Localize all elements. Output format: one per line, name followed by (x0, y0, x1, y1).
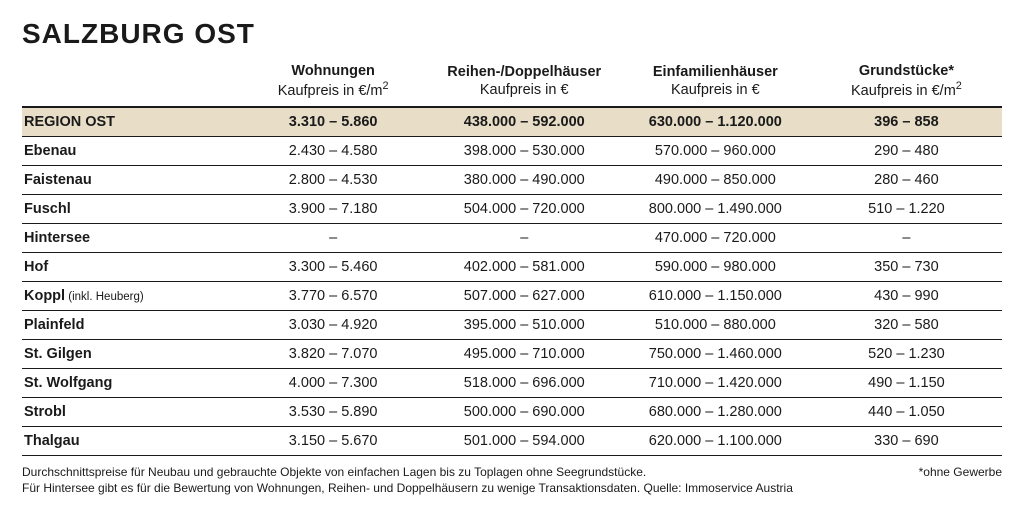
cell-value: 610.000 – 1.150.000 (620, 282, 811, 311)
cell-value: 2.800 – 4.530 (238, 166, 429, 195)
cell-value: 510 – 1.220 (811, 195, 1002, 224)
col-title: Grundstücke* (815, 62, 998, 80)
cell-value: 507.000 – 627.000 (429, 282, 620, 311)
table-row: Strobl3.530 – 5.890500.000 – 690.000680.… (22, 398, 1002, 427)
cell-value: 438.000 – 592.000 (429, 107, 620, 137)
cell-value: 3.530 – 5.890 (238, 398, 429, 427)
cell-value: 630.000 – 1.120.000 (620, 107, 811, 137)
cell-value: – (811, 224, 1002, 253)
footer: Durchschnittspreise für Neubau und gebra… (22, 464, 1002, 496)
cell-value: 4.000 – 7.300 (238, 369, 429, 398)
cell-value: 750.000 – 1.460.000 (620, 340, 811, 369)
cell-value: 440 – 1.050 (811, 398, 1002, 427)
cell-value: 495.000 – 710.000 (429, 340, 620, 369)
cell-value: 490.000 – 850.000 (620, 166, 811, 195)
cell-value: 3.310 – 5.860 (238, 107, 429, 137)
row-label: Plainfeld (22, 311, 238, 340)
row-label: Faistenau (22, 166, 238, 195)
cell-value: 350 – 730 (811, 253, 1002, 282)
row-label: Strobl (22, 398, 238, 427)
cell-value: 510.000 – 880.000 (620, 311, 811, 340)
cell-value: 290 – 480 (811, 137, 1002, 166)
cell-value: 396 – 858 (811, 107, 1002, 137)
col-title: Reihen-/Doppelhäuser (433, 63, 616, 81)
col-subtitle: Kaufpreis in €/m2 (242, 80, 425, 100)
row-label: Hintersee (22, 224, 238, 253)
cell-value: 3.900 – 7.180 (238, 195, 429, 224)
cell-value: 320 – 580 (811, 311, 1002, 340)
footer-notes: Durchschnittspreise für Neubau und gebra… (22, 464, 793, 496)
cell-value: 570.000 – 960.000 (620, 137, 811, 166)
col-header-4: Grundstücke*Kaufpreis in €/m2 (811, 60, 1002, 107)
cell-value: 398.000 – 530.000 (429, 137, 620, 166)
page-title: SALZBURG OST (22, 18, 1002, 50)
price-table: WohnungenKaufpreis in €/m2Reihen-/Doppel… (22, 60, 1002, 456)
cell-value: – (429, 224, 620, 253)
cell-value: 501.000 – 594.000 (429, 427, 620, 456)
cell-value: 518.000 – 696.000 (429, 369, 620, 398)
row-label: Ebenau (22, 137, 238, 166)
cell-value: – (238, 224, 429, 253)
table-header: WohnungenKaufpreis in €/m2Reihen-/Doppel… (22, 60, 1002, 107)
table-row: Ebenau2.430 – 4.580398.000 – 530.000570.… (22, 137, 1002, 166)
col-subtitle: Kaufpreis in €/m2 (815, 80, 998, 100)
col-header-label (22, 60, 238, 107)
table-body: REGION OST3.310 – 5.860438.000 – 592.000… (22, 107, 1002, 456)
cell-value: 500.000 – 690.000 (429, 398, 620, 427)
cell-value: 3.770 – 6.570 (238, 282, 429, 311)
row-label: Thalgau (22, 427, 238, 456)
cell-value: 3.150 – 5.670 (238, 427, 429, 456)
table-row: Faistenau2.800 – 4.530380.000 – 490.0004… (22, 166, 1002, 195)
col-header-3: EinfamilienhäuserKaufpreis in € (620, 60, 811, 107)
cell-value: 620.000 – 1.100.000 (620, 427, 811, 456)
row-label: St. Gilgen (22, 340, 238, 369)
table-row: Fuschl3.900 – 7.180504.000 – 720.000800.… (22, 195, 1002, 224)
cell-value: 680.000 – 1.280.000 (620, 398, 811, 427)
cell-value: 800.000 – 1.490.000 (620, 195, 811, 224)
row-label: REGION OST (22, 107, 238, 137)
cell-value: 490 – 1.150 (811, 369, 1002, 398)
footer-line1: Durchschnittspreise für Neubau und gebra… (22, 464, 793, 480)
cell-value: 710.000 – 1.420.000 (620, 369, 811, 398)
row-label: Koppl (inkl. Heuberg) (22, 282, 238, 311)
table-row: St. Wolfgang4.000 – 7.300518.000 – 696.0… (22, 369, 1002, 398)
footer-line2: Für Hintersee gibt es für die Bewertung … (22, 480, 793, 496)
cell-value: 380.000 – 490.000 (429, 166, 620, 195)
table-row: Hof3.300 – 5.460402.000 – 581.000590.000… (22, 253, 1002, 282)
table-row: Thalgau3.150 – 5.670501.000 – 594.000620… (22, 427, 1002, 456)
row-label: Fuschl (22, 195, 238, 224)
row-label: Hof (22, 253, 238, 282)
cell-value: 590.000 – 980.000 (620, 253, 811, 282)
col-title: Wohnungen (242, 62, 425, 80)
row-label: St. Wolfgang (22, 369, 238, 398)
col-subtitle: Kaufpreis in € (624, 81, 807, 99)
table-row: Plainfeld3.030 – 4.920395.000 – 510.0005… (22, 311, 1002, 340)
summary-row: REGION OST3.310 – 5.860438.000 – 592.000… (22, 107, 1002, 137)
cell-value: 470.000 – 720.000 (620, 224, 811, 253)
cell-value: 2.430 – 4.580 (238, 137, 429, 166)
cell-value: 402.000 – 581.000 (429, 253, 620, 282)
cell-value: 330 – 690 (811, 427, 1002, 456)
col-subtitle: Kaufpreis in € (433, 81, 616, 99)
cell-value: 3.820 – 7.070 (238, 340, 429, 369)
table-row: Koppl (inkl. Heuberg)3.770 – 6.570507.00… (22, 282, 1002, 311)
cell-value: 430 – 990 (811, 282, 1002, 311)
cell-value: 3.300 – 5.460 (238, 253, 429, 282)
footer-asterisk-note: *ohne Gewerbe (899, 464, 1002, 480)
col-header-2: Reihen-/DoppelhäuserKaufpreis in € (429, 60, 620, 107)
row-sublabel: (inkl. Heuberg) (65, 291, 144, 303)
col-header-1: WohnungenKaufpreis in €/m2 (238, 60, 429, 107)
cell-value: 520 – 1.230 (811, 340, 1002, 369)
cell-value: 280 – 460 (811, 166, 1002, 195)
cell-value: 395.000 – 510.000 (429, 311, 620, 340)
cell-value: 3.030 – 4.920 (238, 311, 429, 340)
table-row: Hintersee––470.000 – 720.000– (22, 224, 1002, 253)
table-row: St. Gilgen3.820 – 7.070495.000 – 710.000… (22, 340, 1002, 369)
col-title: Einfamilienhäuser (624, 63, 807, 81)
cell-value: 504.000 – 720.000 (429, 195, 620, 224)
